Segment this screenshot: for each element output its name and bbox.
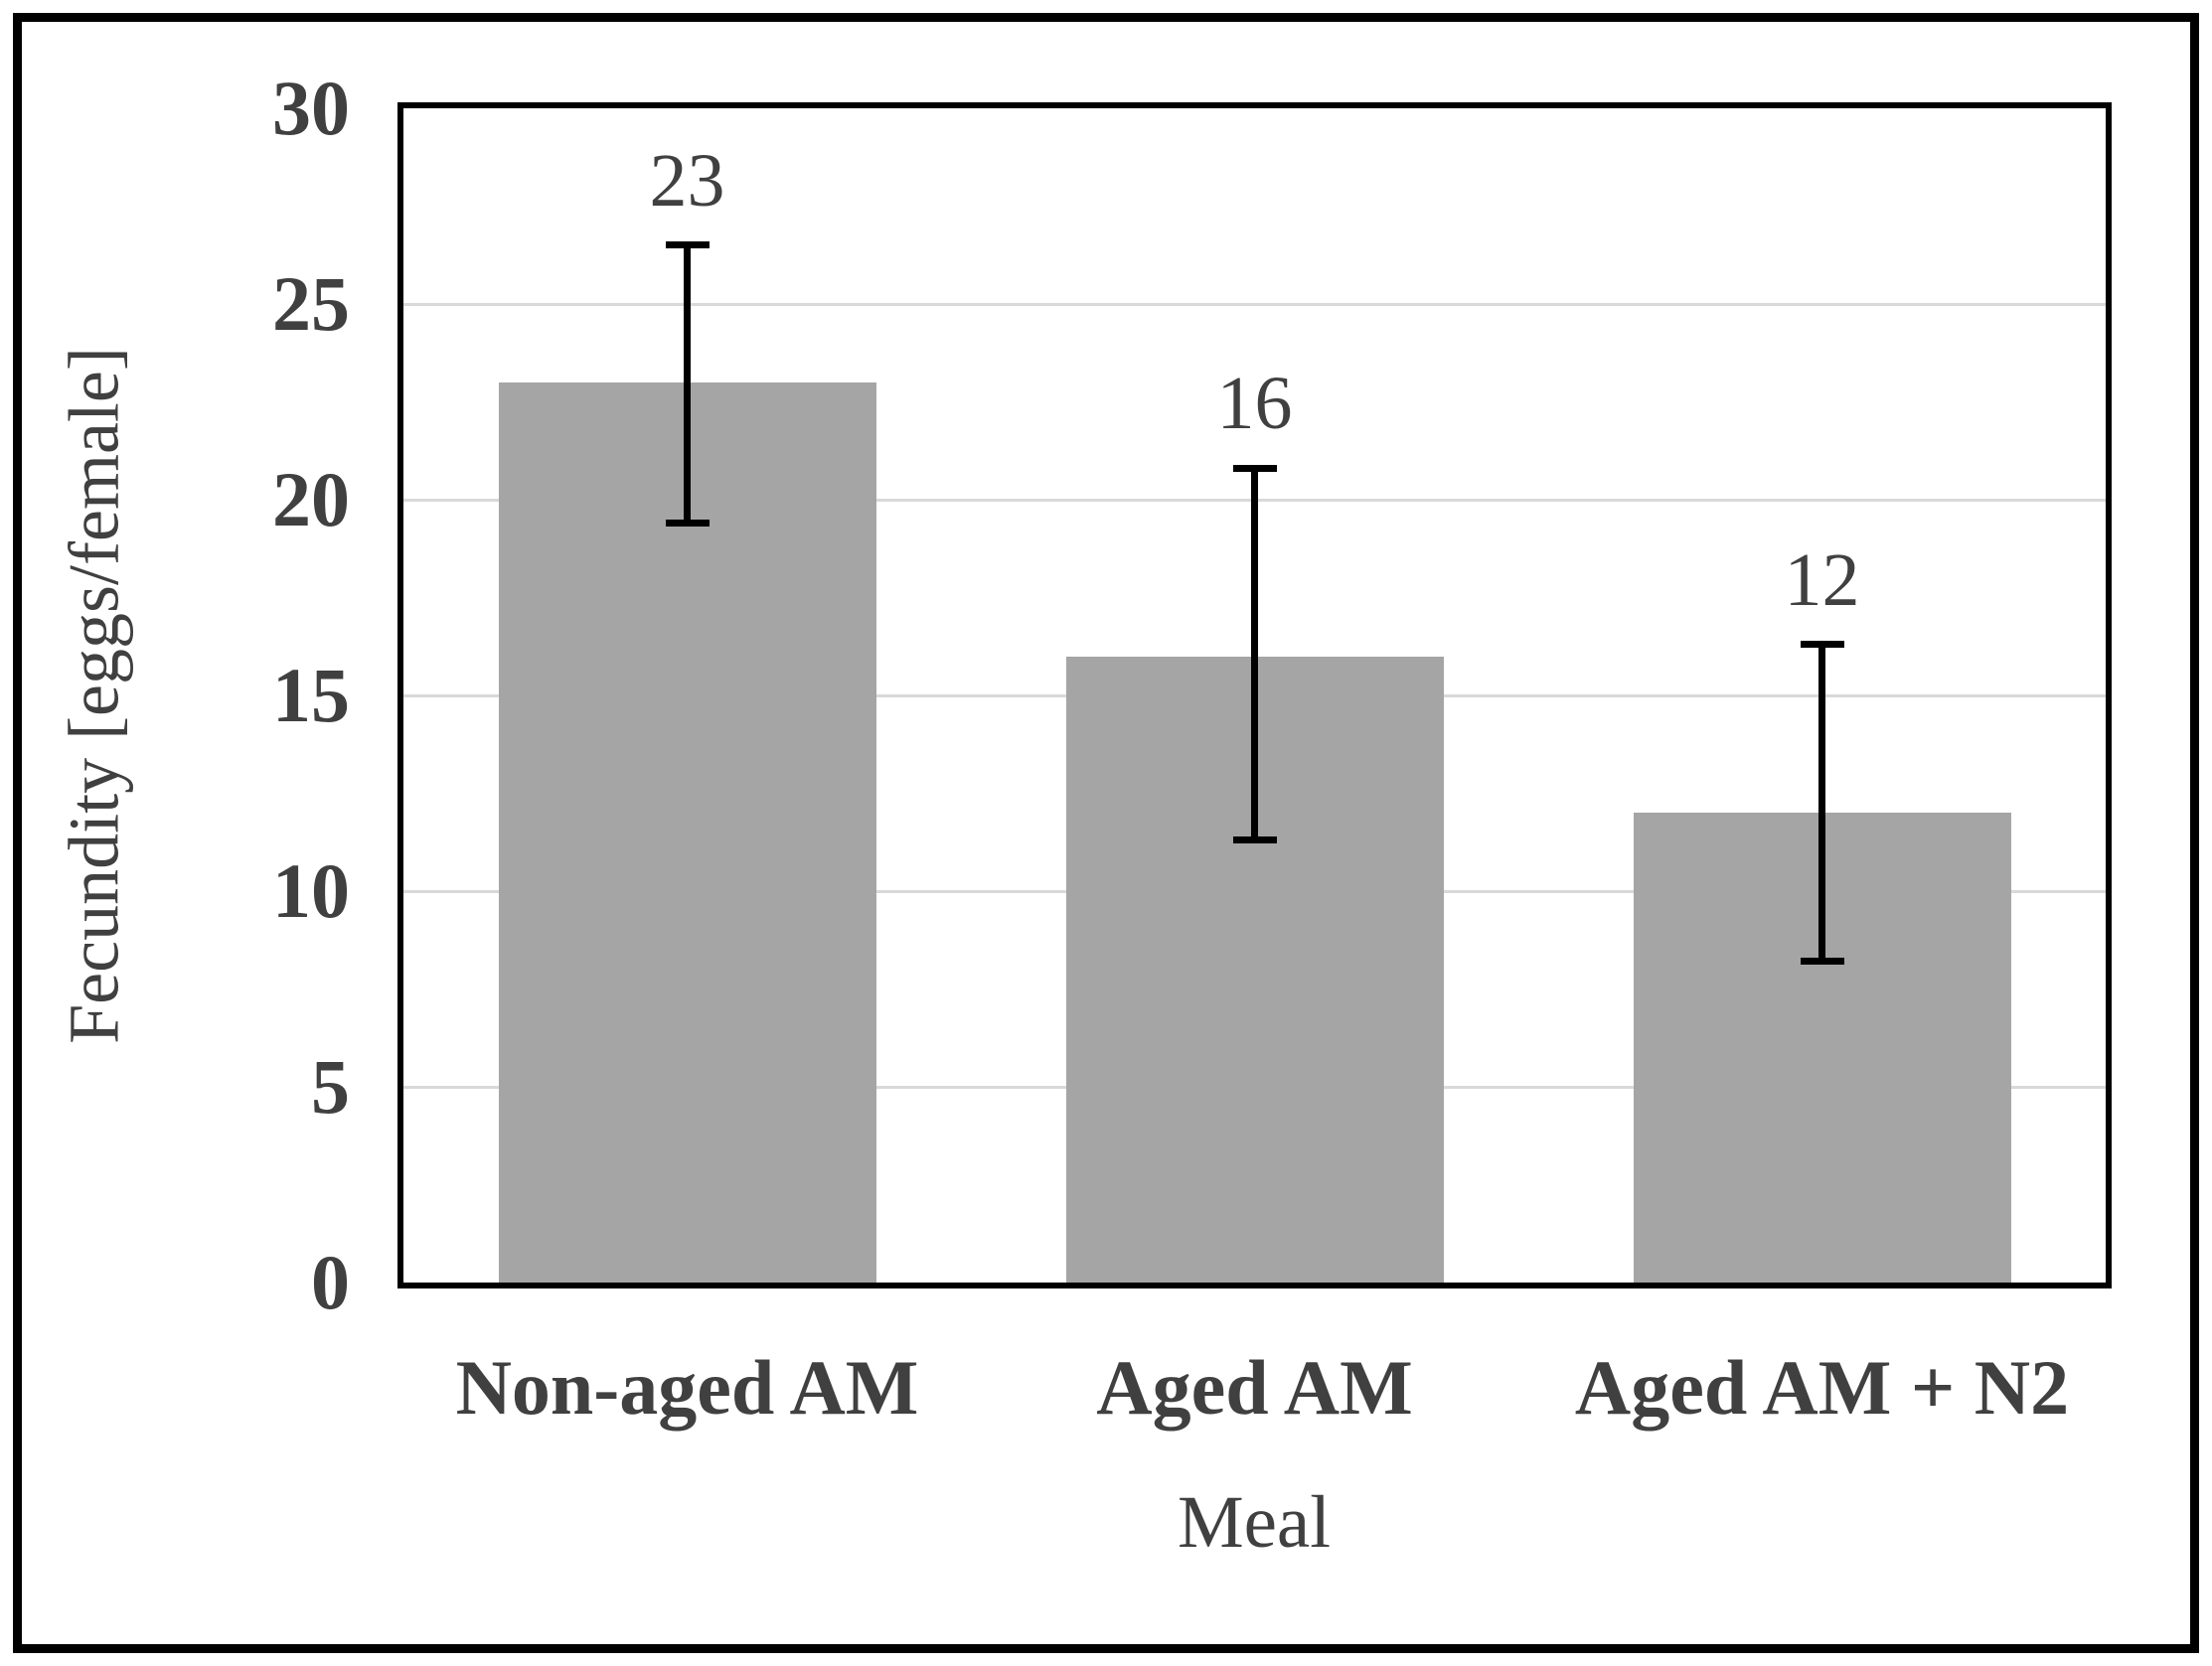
x-category-label-Non-aged AM: Non-aged AM [455,1344,919,1431]
error-bar-cap-bottom [1232,836,1277,844]
error-bar-line [684,244,691,524]
y-tick-label-5: 5 [311,1043,350,1130]
x-category-label-Aged AM + N2: Aged AM + N2 [1574,1344,2070,1431]
error-bar-cap-top [665,241,710,249]
bar-value-label: 12 [1784,537,1860,622]
error-bar-line [1251,468,1258,840]
error-bar-cap-bottom [665,520,710,528]
error-bar-cap-top [1800,641,1844,649]
y-tick-label-20: 20 [272,456,350,542]
bar-value-label: 16 [1216,362,1293,446]
y-tick-label-10: 10 [272,847,350,934]
y-tick-label-25: 25 [272,260,350,347]
y-tick-label-15: 15 [272,652,350,738]
y-tick-label-30: 30 [272,65,350,151]
error-bar-cap-bottom [1800,958,1844,966]
error-bar-line [1818,644,1825,962]
error-bar-cap-top [1232,464,1277,472]
y-tick-label-0: 0 [311,1239,350,1325]
bar-value-label: 23 [649,138,725,223]
x-category-label-Aged AM: Aged AM [1096,1344,1413,1431]
figure-border [13,13,2199,1653]
plot-area: 23 16 12 [397,102,2112,1288]
x-axis-title: Meal [1177,1481,1332,1564]
gridline-25 [403,302,2106,306]
bar-Non-aged AM [498,381,876,1283]
